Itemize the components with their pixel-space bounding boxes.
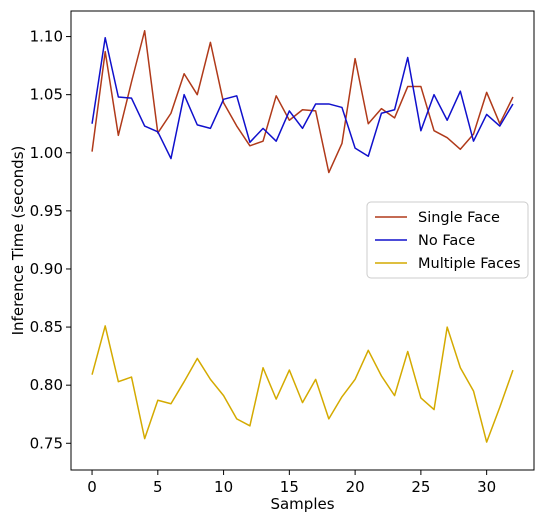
x-tick-label: 15 xyxy=(280,478,299,496)
x-tick-label: 0 xyxy=(87,478,97,496)
x-axis-label: Samples xyxy=(270,495,334,513)
series-line-1 xyxy=(91,36,514,160)
y-axis-ticks: 0.75 0.80 0.85 0.90 0.95 1.00 1.05 1.10 xyxy=(30,28,71,452)
y-tick-label: 1.10 xyxy=(30,28,63,46)
x-axis-ticks: 0 5 10 15 20 25 30 xyxy=(87,470,496,496)
series-layer xyxy=(91,30,514,443)
legend-box xyxy=(366,201,529,279)
x-tick-label: 10 xyxy=(214,478,233,496)
y-tick-label: 0.80 xyxy=(30,376,63,394)
series-line-0 xyxy=(91,30,514,174)
legend-label: Single Face xyxy=(418,210,500,226)
legend-label: Multiple Faces xyxy=(418,256,521,272)
x-tick-label: 25 xyxy=(411,478,430,496)
x-tick-label: 30 xyxy=(477,478,496,496)
y-tick-label: 0.90 xyxy=(30,260,63,278)
x-tick-label: 5 xyxy=(153,478,163,496)
y-tick-label: 1.00 xyxy=(30,144,63,162)
x-tick-label: 20 xyxy=(346,478,365,496)
y-tick-label: 0.95 xyxy=(30,202,63,220)
y-tick-label: 1.05 xyxy=(30,86,63,104)
legend-label: No Face xyxy=(418,233,475,249)
y-tick-label: 0.85 xyxy=(30,318,63,336)
series-line-2 xyxy=(91,325,514,443)
legend: Single Face No Face Multiple Faces xyxy=(366,201,529,279)
y-tick-label: 0.75 xyxy=(30,434,63,452)
y-axis-label: Inference Time (seconds) xyxy=(9,146,27,336)
